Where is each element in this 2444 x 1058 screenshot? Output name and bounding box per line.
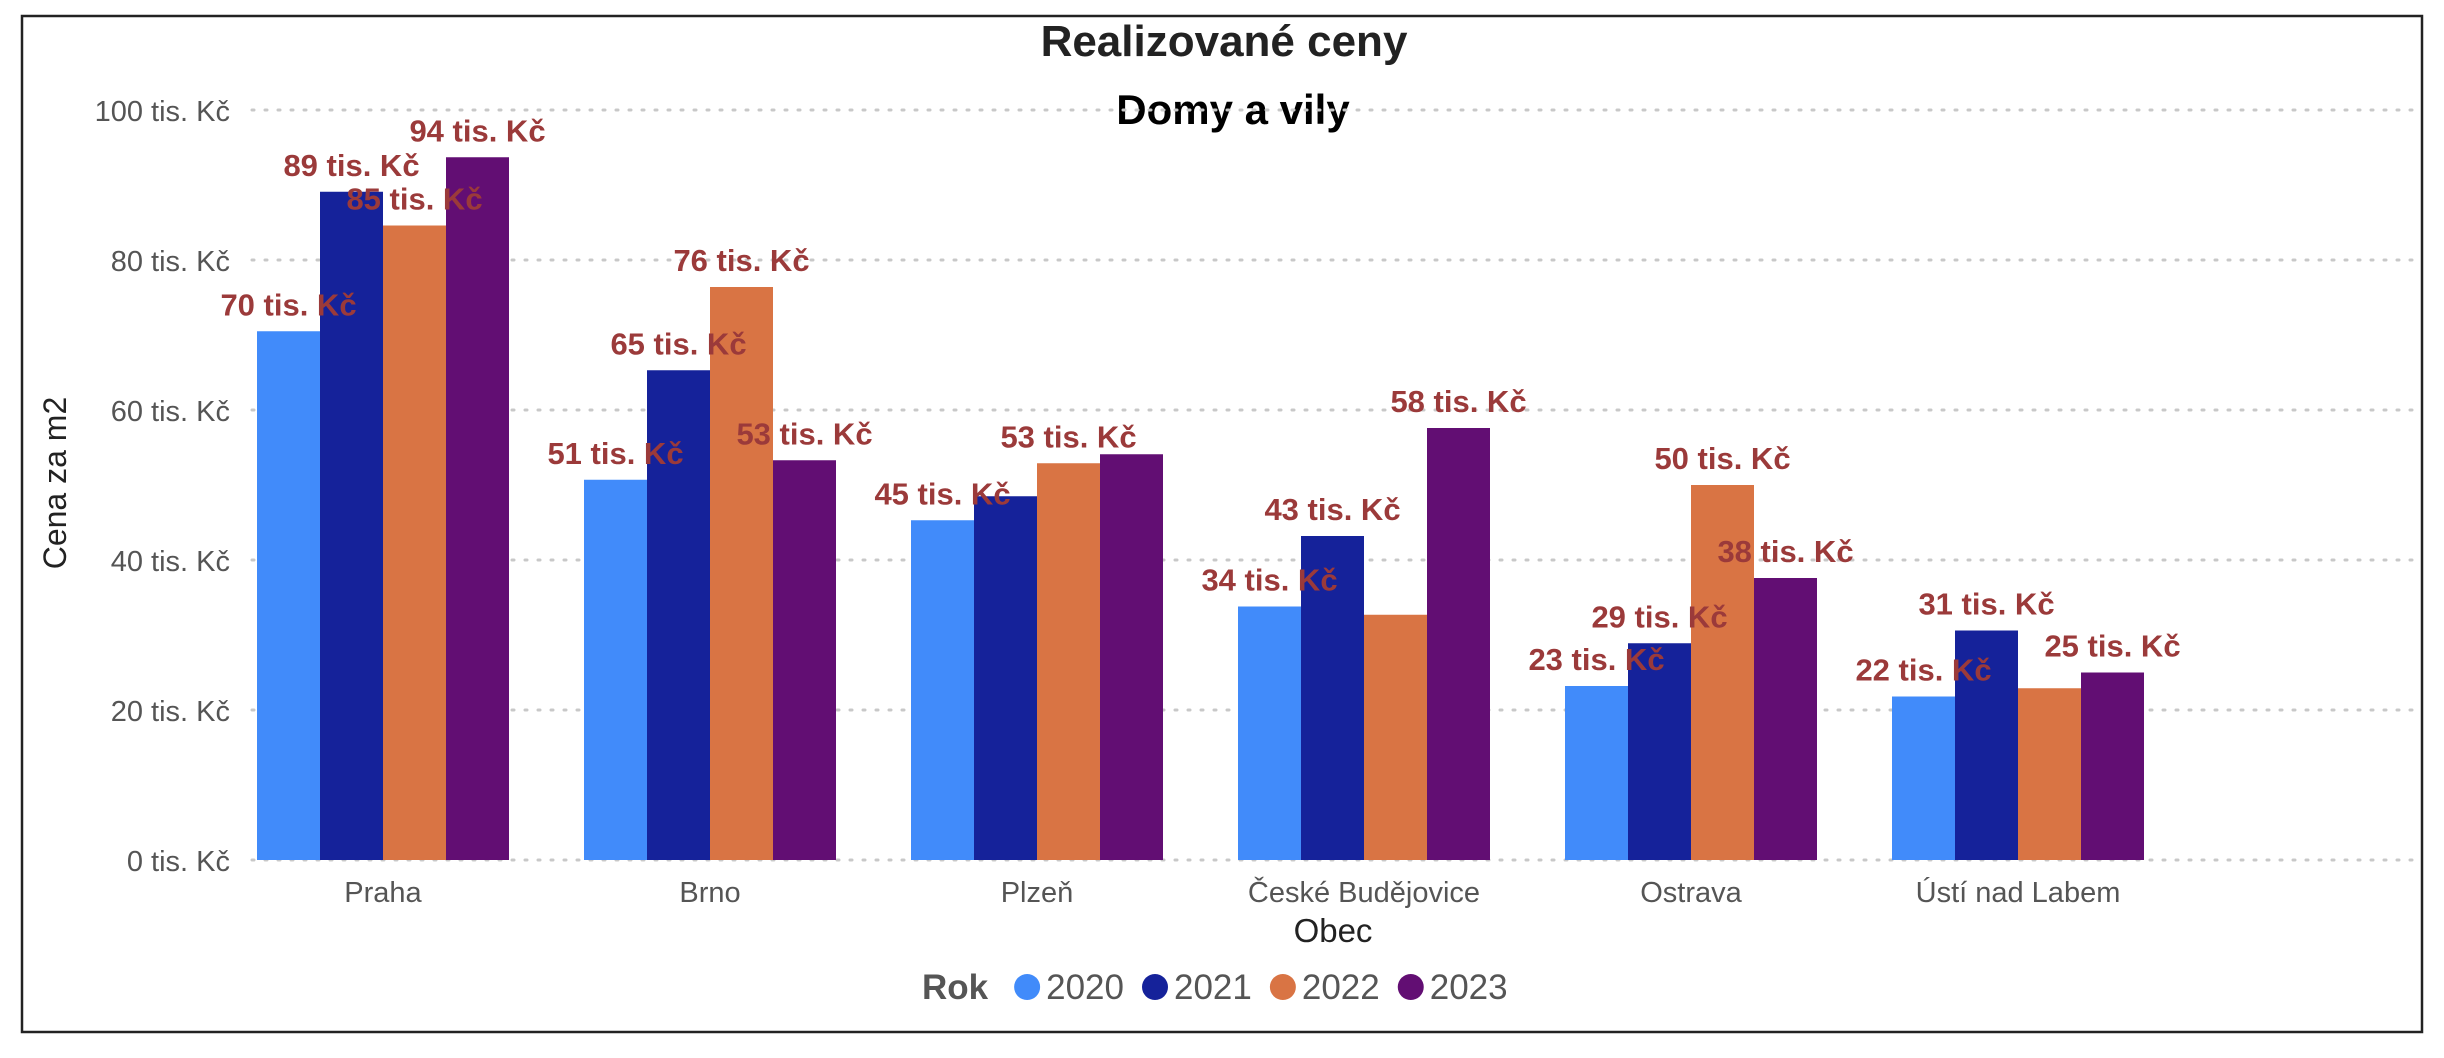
chart-subtitle: Domy a vily: [1116, 86, 1350, 133]
x-tick-label: Praha: [344, 877, 422, 909]
legend-swatch-2020: [1014, 974, 1041, 1000]
bar-2021-1: [647, 370, 710, 860]
bar-2022-5: [2018, 688, 2081, 860]
data-label-2023-1: 53 tis. Kč: [736, 416, 872, 451]
data-label-2020-0: 70 tis. Kč: [220, 287, 356, 322]
bar-2021-0: [320, 191, 383, 860]
bar-2023-3: [1427, 428, 1490, 860]
y-tick-label: 80 tis. Kč: [111, 246, 230, 278]
bar-2021-4: [1628, 643, 1691, 860]
legend-swatch-2023: [1397, 974, 1424, 1000]
data-label-2023-4: 38 tis. Kč: [1717, 534, 1853, 569]
x-tick-label: Ústí nad Labem: [1916, 876, 2121, 909]
data-label-2022-4: 50 tis. Kč: [1654, 441, 1790, 476]
bar-2021-3: [1301, 536, 1364, 860]
bar-2023-0: [446, 157, 509, 860]
bar-2020-1: [584, 479, 647, 860]
bar-2022-4: [1691, 485, 1754, 860]
legend-label-2023: 2023: [1430, 968, 1508, 1007]
y-tick-label: 60 tis. Kč: [111, 396, 230, 428]
data-label-2020-2: 45 tis. Kč: [874, 476, 1010, 511]
data-label-2021-5: 31 tis. Kč: [1918, 587, 2054, 622]
bar-2021-2: [974, 496, 1037, 860]
bar-2022-0: [383, 225, 446, 860]
data-label-2021-3: 43 tis. Kč: [1264, 492, 1400, 527]
bar-2020-3: [1238, 606, 1301, 860]
x-axis-title: Obec: [1294, 912, 1373, 949]
data-label-2022-2: 53 tis. Kč: [1000, 419, 1136, 454]
y-axis-ticks: 0 tis. Kč 20 tis. Kč 40 tis. Kč 60 tis. Kč 8…: [95, 96, 230, 878]
legend: Rok 2020 2021 2022 2023: [922, 968, 1508, 1007]
bar-2022-1: [710, 287, 773, 860]
data-label-2021-1: 65 tis. Kč: [610, 326, 746, 361]
bar-2022-3: [1364, 614, 1427, 860]
bar-2020-4: [1565, 686, 1628, 860]
x-tick-label: České Budějovice: [1248, 875, 1480, 909]
data-label-2023-5: 25 tis. Kč: [2044, 629, 2180, 664]
data-label-2020-1: 51 tis. Kč: [547, 436, 683, 471]
data-label-2022-1: 76 tis. Kč: [673, 243, 809, 278]
bar-2020-5: [1892, 696, 1955, 860]
x-tick-label: Ostrava: [1640, 877, 1742, 909]
data-label-2020-5: 22 tis. Kč: [1855, 653, 1991, 688]
legend-swatch-2021: [1142, 974, 1168, 1000]
bar-2023-1: [773, 460, 836, 860]
legend-title: Rok: [922, 968, 989, 1007]
bar-2022-2: [1037, 463, 1100, 860]
data-label-2020-4: 23 tis. Kč: [1528, 642, 1664, 677]
chart-title: Realizované ceny: [1041, 17, 1408, 66]
bars: [257, 157, 2144, 860]
bar-2020-0: [257, 331, 320, 860]
y-tick-label: 40 tis. Kč: [111, 546, 230, 578]
chart-frame: [20, 14, 2424, 1034]
data-label-2021-0: 89 tis. Kč: [283, 148, 419, 183]
bar-2023-2: [1100, 454, 1163, 860]
y-tick-label: 0 tis. Kč: [127, 846, 230, 878]
bar-2021-5: [1955, 630, 2018, 860]
legend-swatch-2022: [1269, 974, 1296, 1000]
x-axis-ticks: Praha Brno Plzeň České Budějovice Ostrava Úst…: [344, 875, 2120, 909]
y-axis-title: Cena za m2: [37, 397, 73, 570]
data-label-2023-0: 94 tis. Kč: [409, 113, 545, 148]
data-label-2022-0: 85 tis. Kč: [346, 182, 482, 217]
bar-2023-5: [2081, 672, 2144, 860]
x-tick-label: Plzeň: [1001, 877, 1074, 909]
y-tick-label: 100 tis. Kč: [95, 96, 230, 128]
data-label-2021-4: 29 tis. Kč: [1591, 599, 1727, 634]
y-tick-label: 20 tis. Kč: [111, 696, 230, 728]
data-label-2023-3: 58 tis. Kč: [1390, 384, 1526, 419]
x-tick-label: Brno: [679, 877, 740, 909]
legend-label-2020: 2020: [1046, 968, 1124, 1007]
legend-label-2022: 2022: [1302, 968, 1380, 1007]
bar-2023-4: [1754, 578, 1817, 860]
bar-2020-2: [911, 520, 974, 860]
legend-label-2021: 2021: [1174, 968, 1252, 1007]
data-label-2020-3: 34 tis. Kč: [1201, 563, 1337, 598]
